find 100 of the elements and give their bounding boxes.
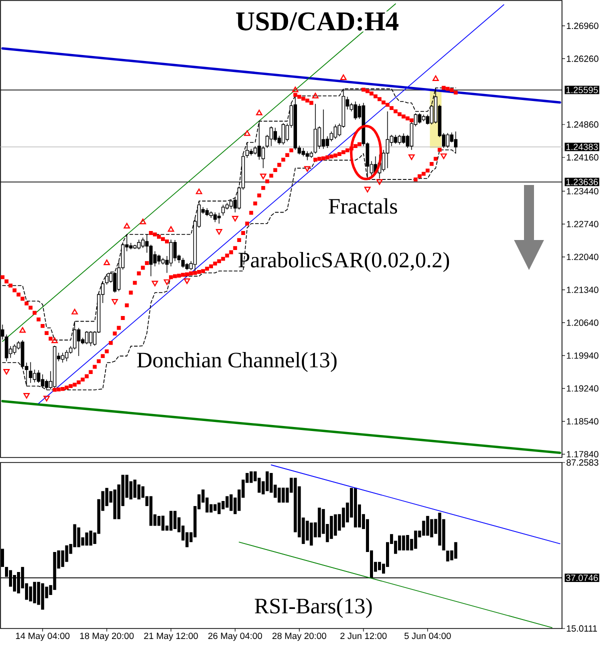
y-tick-label: 15.0111 bbox=[566, 625, 597, 632]
candlestick bbox=[209, 211, 213, 218]
point bbox=[164, 279, 170, 285]
bar bbox=[89, 530, 92, 546]
bar bbox=[454, 542, 458, 559]
candlestick bbox=[141, 237, 145, 248]
point bbox=[232, 216, 238, 222]
point bbox=[256, 110, 262, 116]
bar bbox=[266, 471, 269, 492]
bar bbox=[230, 494, 233, 511]
point bbox=[124, 222, 130, 228]
bar bbox=[161, 516, 164, 531]
y-tick-label: 1.23440 bbox=[566, 188, 598, 194]
candlestick bbox=[270, 126, 273, 146]
x-tick-label: 2 Jun 12:00 bbox=[340, 632, 387, 640]
bar bbox=[406, 535, 410, 550]
point bbox=[440, 153, 447, 160]
candlestick bbox=[282, 122, 285, 146]
candlestick bbox=[354, 101, 358, 120]
point bbox=[112, 299, 118, 305]
bar bbox=[133, 480, 136, 498]
y-tick-label: 1.18540 bbox=[566, 418, 598, 425]
point bbox=[140, 218, 146, 224]
bar bbox=[334, 514, 337, 536]
candlestick bbox=[274, 127, 277, 142]
annotation: RSI-Bars(13) bbox=[254, 598, 372, 618]
candlestick bbox=[245, 142, 249, 158]
bar bbox=[226, 496, 229, 508]
candlestick bbox=[221, 204, 225, 216]
x-tick-label: 5 Jun 04:00 bbox=[404, 632, 451, 640]
y-tick-label: 1.19240 bbox=[566, 385, 598, 392]
y-tick-label: 1.24860 bbox=[566, 121, 598, 128]
bar bbox=[310, 522, 313, 546]
x-tick-label: 14 May 04:00 bbox=[16, 632, 70, 641]
bar bbox=[426, 516, 430, 536]
point bbox=[3, 369, 10, 375]
bar bbox=[330, 516, 333, 539]
y-tick-label: 1.26260 bbox=[566, 56, 598, 62]
point bbox=[104, 260, 110, 266]
bar bbox=[85, 532, 88, 546]
y-tick-label: 1.21340 bbox=[566, 286, 598, 294]
candlestick bbox=[422, 114, 426, 122]
candlestick bbox=[310, 150, 314, 158]
point bbox=[304, 166, 310, 172]
point bbox=[312, 92, 318, 98]
bar bbox=[169, 510, 172, 531]
y-tick-label: 1.22740 bbox=[566, 220, 598, 228]
candlestick bbox=[394, 134, 398, 144]
point bbox=[51, 337, 58, 344]
bar bbox=[318, 508, 321, 538]
bar bbox=[278, 488, 281, 503]
bar bbox=[250, 471, 253, 483]
y-tick-label: 1.24160 bbox=[566, 154, 598, 161]
chart-title: USD/CAD:H4 bbox=[236, 12, 398, 31]
candlestick bbox=[64, 350, 68, 362]
annotation: Fractals bbox=[328, 198, 398, 214]
candlestick bbox=[213, 212, 217, 223]
candlestick bbox=[386, 110, 390, 169]
bar bbox=[41, 583, 44, 610]
bar bbox=[77, 527, 80, 548]
candlestick bbox=[36, 370, 40, 384]
point bbox=[364, 186, 371, 192]
y-tick-label: 1.19940 bbox=[566, 352, 598, 359]
bar bbox=[446, 550, 450, 562]
annotation: Donchian Channel(13) bbox=[137, 352, 337, 372]
candlestick bbox=[314, 103, 318, 154]
candlestick bbox=[40, 374, 44, 388]
bar bbox=[402, 535, 406, 550]
point bbox=[43, 396, 50, 402]
point bbox=[260, 174, 266, 180]
y-tick-label: 87.2583 bbox=[566, 459, 598, 466]
candlestick bbox=[4, 334, 8, 362]
bar bbox=[33, 582, 36, 604]
candlestick bbox=[28, 362, 32, 384]
y-tick-label: 1.26960 bbox=[566, 22, 598, 30]
bar bbox=[398, 535, 402, 550]
candlestick bbox=[60, 352, 64, 363]
ref-line-label: 1.25595 bbox=[566, 86, 598, 94]
annotation: ParabolicSAR(0.02,0.2) bbox=[238, 252, 450, 272]
candlestick bbox=[398, 134, 402, 146]
point bbox=[168, 226, 174, 232]
point bbox=[376, 179, 383, 185]
point bbox=[292, 86, 298, 92]
candlestick bbox=[89, 330, 92, 347]
candlestick bbox=[229, 199, 233, 210]
ref-line-label: 1.23636 bbox=[566, 178, 598, 186]
bar bbox=[414, 530, 418, 549]
point bbox=[184, 278, 190, 284]
point bbox=[72, 308, 78, 314]
candlestick bbox=[402, 133, 406, 144]
ref-line-label: 37.0746 bbox=[566, 574, 598, 581]
ref-line-label: 1.24383 bbox=[566, 144, 598, 150]
candlestick bbox=[418, 112, 422, 124]
candlestick bbox=[306, 150, 310, 161]
bar bbox=[378, 562, 382, 570]
y-tick-label: 1.17840 bbox=[566, 451, 598, 458]
candlestick bbox=[334, 124, 338, 140]
bar bbox=[354, 488, 357, 528]
point bbox=[408, 154, 415, 160]
candlestick bbox=[302, 148, 306, 157]
